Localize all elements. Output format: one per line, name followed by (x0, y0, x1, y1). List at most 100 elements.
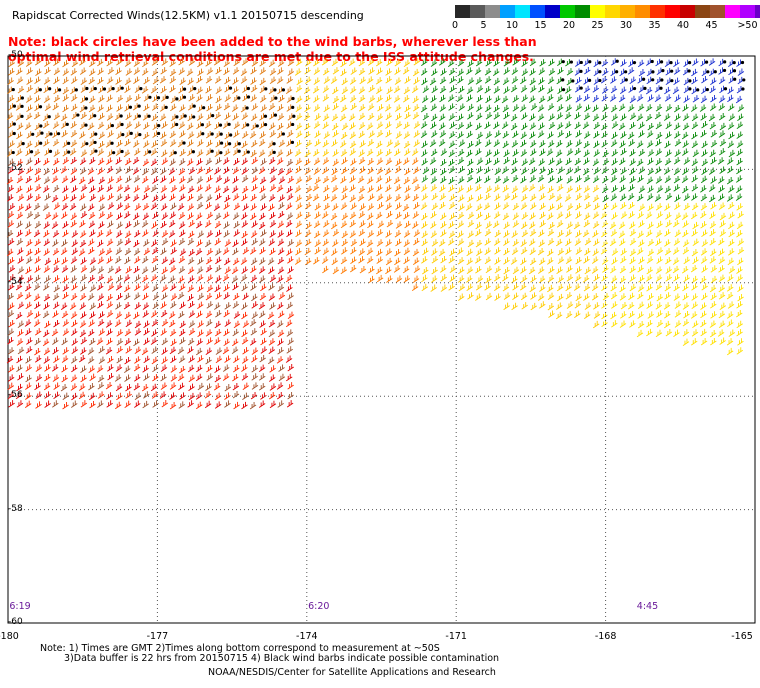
wind-barb (467, 292, 474, 300)
wind-barb (52, 347, 59, 355)
wind-barb (574, 158, 582, 166)
wind-barb (494, 167, 502, 175)
contamination-marker (67, 150, 71, 154)
wind-barb (115, 302, 122, 310)
wind-barb (161, 157, 169, 166)
wind-barb (384, 167, 392, 176)
wind-barb (258, 266, 266, 274)
contamination-marker (272, 150, 276, 155)
wind-barb (710, 140, 718, 148)
wind-barb (213, 58, 221, 66)
wind-barb (494, 130, 501, 138)
wind-barb (340, 202, 348, 210)
wind-barb (143, 320, 150, 328)
contamination-marker (263, 114, 268, 118)
wind-barb (133, 338, 140, 347)
wind-barb (260, 203, 267, 211)
wind-barb (323, 185, 330, 193)
wind-barb (620, 256, 627, 264)
wind-barb (737, 257, 744, 266)
wind-barb (295, 140, 302, 148)
color-bar-tick-label: 5 (480, 20, 487, 31)
contamination-marker (632, 61, 637, 65)
wind-barb (719, 139, 727, 147)
wind-barb (286, 284, 293, 292)
wind-barb (665, 266, 672, 274)
wind-barb (646, 320, 653, 328)
wind-barb (349, 95, 357, 103)
wind-barb (285, 274, 293, 283)
contamination-marker (659, 60, 664, 64)
wind-barb (512, 239, 519, 247)
wind-barb (169, 193, 176, 202)
wind-barb (250, 149, 257, 158)
wind-barb (359, 220, 366, 228)
wind-barb (367, 203, 375, 211)
wind-barb (638, 239, 645, 247)
wind-barb (178, 58, 185, 66)
wind-barb (582, 275, 590, 283)
wind-barb (512, 104, 520, 112)
contamination-marker (705, 87, 709, 92)
wind-barb (322, 220, 330, 228)
wind-barb (340, 176, 347, 184)
wind-barb (682, 293, 689, 301)
wind-barb (476, 248, 483, 257)
wind-barb (169, 392, 176, 400)
wind-barb (564, 194, 572, 202)
wind-barb (242, 292, 249, 301)
wind-barb (188, 355, 195, 363)
wind-barb (61, 374, 68, 383)
wind-barb (718, 274, 726, 283)
wind-barb (259, 292, 267, 301)
contamination-marker (688, 79, 692, 83)
wind-barb (98, 356, 106, 364)
wind-barb (583, 157, 590, 166)
wind-barb (78, 248, 86, 257)
wind-barb (647, 221, 654, 230)
wind-barb (439, 104, 447, 112)
wind-barb (646, 176, 654, 185)
wind-barb (530, 103, 538, 111)
wind-barb (43, 167, 50, 176)
wind-barb (529, 284, 536, 293)
wind-barb (439, 265, 447, 273)
wind-barb (727, 140, 735, 149)
wind-barb (241, 193, 248, 202)
wind-barb (177, 346, 185, 355)
wind-barb (439, 193, 446, 201)
wind-barb (70, 121, 77, 129)
wind-barb (277, 256, 285, 265)
wind-barb (177, 203, 185, 211)
wind-barb (286, 346, 293, 354)
wind-barb (89, 59, 96, 68)
wind-barb (467, 167, 474, 176)
wind-barb (664, 283, 672, 292)
wind-barb (502, 131, 509, 139)
wind-barb (736, 203, 743, 211)
wind-barb (143, 391, 150, 399)
wind-barb (187, 193, 194, 202)
wind-barb (593, 238, 600, 247)
wind-barb (285, 373, 293, 382)
wind-barb (223, 59, 231, 67)
wind-barb (169, 401, 177, 410)
wind-barb (611, 149, 618, 157)
wind-barb (241, 329, 248, 338)
wind-barb (197, 166, 204, 175)
wind-barb (349, 77, 357, 85)
wind-barb (673, 175, 681, 184)
wind-barb (494, 257, 501, 265)
wind-barb (33, 319, 41, 327)
wind-barb (205, 86, 212, 94)
wind-barb (349, 184, 356, 193)
wind-barb (260, 283, 267, 292)
wind-barb (440, 256, 447, 264)
wind-barb (539, 301, 546, 309)
wind-barb (647, 157, 654, 166)
wind-barb (664, 203, 671, 211)
wind-barb (287, 256, 294, 264)
wind-barb (178, 311, 185, 319)
wind-barb (674, 301, 682, 309)
wind-barb (521, 212, 529, 220)
